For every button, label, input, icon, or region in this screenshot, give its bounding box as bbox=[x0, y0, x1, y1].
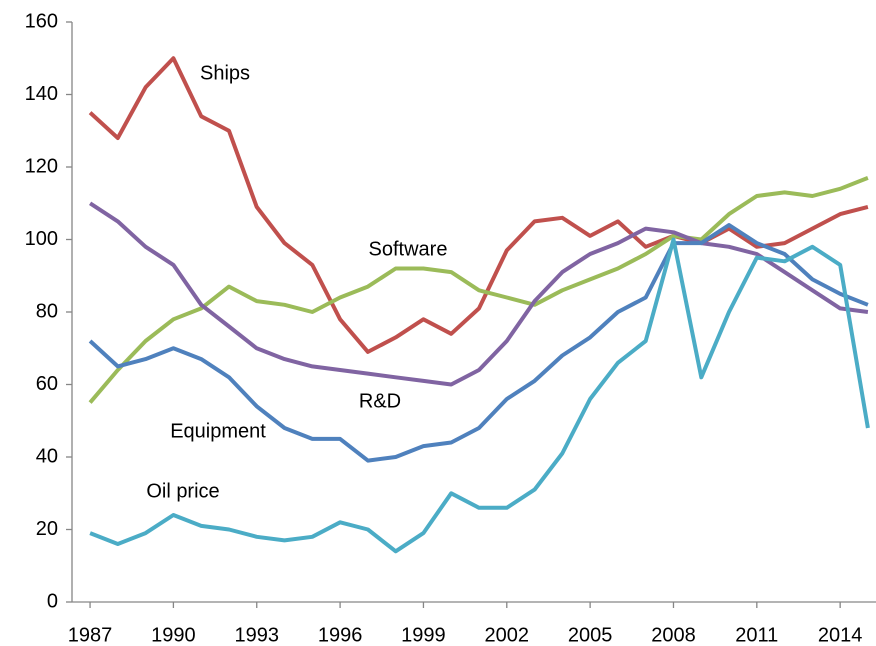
y-tick-label: 100 bbox=[25, 228, 58, 250]
series-line bbox=[89, 201, 869, 387]
x-tick-label: 2005 bbox=[568, 624, 613, 646]
y-tick-label: 60 bbox=[36, 373, 58, 395]
series-line bbox=[89, 237, 870, 554]
series-label: Oil price bbox=[146, 480, 219, 502]
x-tick-label: 1993 bbox=[234, 624, 279, 646]
x-tick-label: 2011 bbox=[735, 624, 778, 646]
x-tick-label: 1999 bbox=[401, 624, 446, 646]
y-tick-label: 80 bbox=[36, 300, 58, 322]
series-label: Equipment bbox=[170, 420, 266, 442]
y-tick-label: 0 bbox=[47, 590, 58, 612]
x-tick-label: 2008 bbox=[651, 624, 696, 646]
y-tick-label: 40 bbox=[36, 445, 58, 467]
series-label: Software bbox=[369, 238, 448, 260]
series-line bbox=[88, 223, 869, 463]
x-tick-label: 2014 bbox=[818, 624, 863, 646]
series-label: R&D bbox=[359, 390, 401, 412]
y-tick-label: 140 bbox=[25, 83, 58, 105]
y-tick-label: 20 bbox=[36, 518, 58, 540]
series-line bbox=[88, 56, 869, 354]
x-tick-label: 1990 bbox=[151, 624, 196, 646]
y-tick-label: 160 bbox=[25, 10, 58, 32]
series-label: Ships bbox=[200, 62, 250, 84]
x-tick-label: 1996 bbox=[318, 624, 363, 646]
series-line bbox=[88, 176, 869, 404]
x-tick-label: 1987 bbox=[68, 624, 113, 646]
y-tick-label: 120 bbox=[25, 155, 58, 177]
x-tick-label: 2002 bbox=[485, 624, 530, 646]
